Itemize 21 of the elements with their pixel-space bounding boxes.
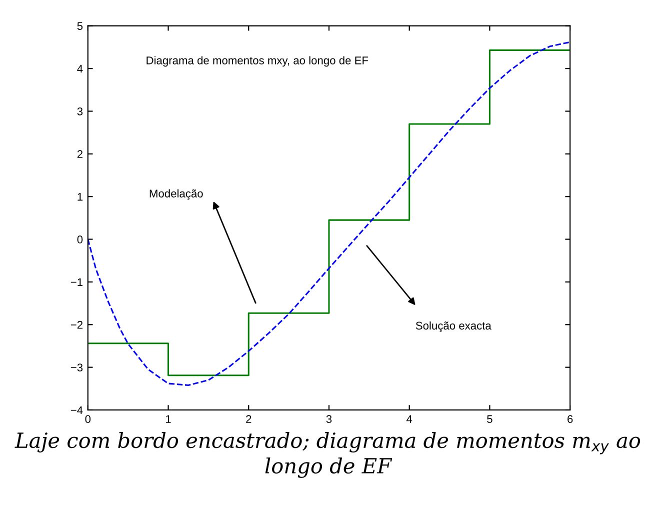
- x-tick-label: 5: [487, 415, 492, 424]
- x-tick-label: 4: [406, 415, 412, 423]
- x-tick-label: 6: [568, 415, 573, 424]
- x-tick-label: 3: [326, 415, 332, 424]
- x-tick-label: 0: [85, 415, 91, 424]
- annotation: Modelação: [150, 189, 203, 200]
- y-tick-label: 5: [77, 22, 83, 30]
- y-tick-label: 0: [77, 236, 83, 244]
- x-tick-label: 1: [166, 415, 171, 423]
- y-tick-label: −2: [70, 320, 82, 329]
- y-tick-label: −3: [70, 364, 83, 372]
- y-tick-label: 2: [77, 150, 82, 158]
- text: Laje com bordo encastrado; diagrama de momentos m$_{xy}$ ao longo de EF: [14, 432, 640, 478]
- y-tick-label: −1: [70, 278, 82, 286]
- text: Diagrama de momentos mxy, ao longo de EF: [146, 56, 368, 67]
- y-tick-label: 1: [78, 192, 82, 201]
- y-tick-label: 3: [77, 107, 83, 116]
- x-tick-label: 2: [246, 415, 252, 423]
- y-tick-label: 4: [77, 64, 83, 73]
- y-tick-label: −4: [70, 406, 83, 414]
- annotation: Solução exacta: [416, 321, 492, 332]
